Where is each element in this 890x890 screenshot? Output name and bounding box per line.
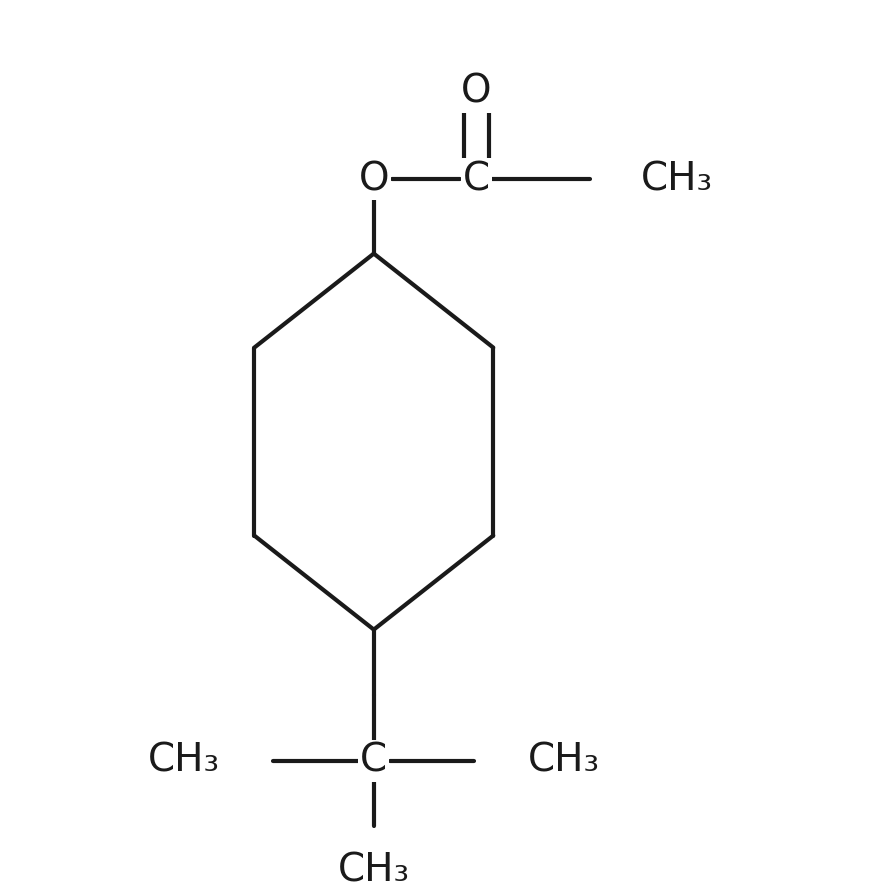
Text: CH₃: CH₃ <box>641 160 713 198</box>
Text: CH₃: CH₃ <box>148 741 220 780</box>
Text: O: O <box>461 73 491 111</box>
Text: C: C <box>463 160 490 198</box>
Text: C: C <box>360 741 387 780</box>
Text: CH₃: CH₃ <box>337 851 410 889</box>
Text: CH₃: CH₃ <box>528 741 600 780</box>
Text: O: O <box>359 160 389 198</box>
